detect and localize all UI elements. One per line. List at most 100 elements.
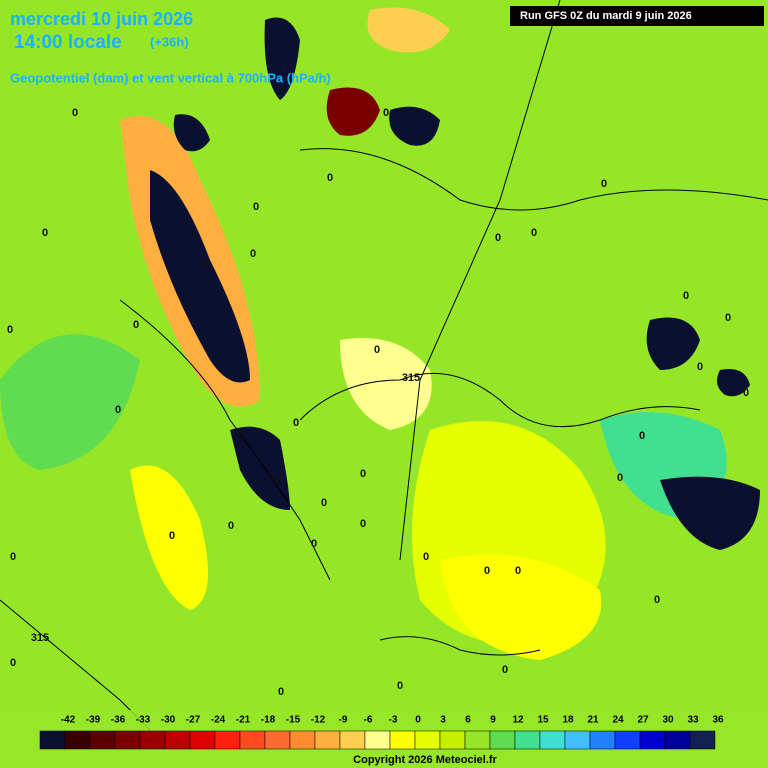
contour-label: 0	[115, 404, 121, 416]
contour-label: 0	[639, 430, 645, 442]
legend-label: -9	[339, 715, 348, 726]
legend-swatch	[589, 730, 616, 750]
contour-label: 0	[495, 232, 501, 244]
legend-swatch	[139, 730, 166, 750]
legend-swatch	[264, 730, 291, 750]
contour-label: 0	[360, 468, 366, 480]
legend-label: 15	[537, 715, 549, 726]
date: mercredi 10 juin 2026	[10, 9, 193, 29]
contour-label: 0	[617, 472, 623, 484]
contour-label: 0	[42, 227, 48, 239]
legend-swatch	[89, 730, 116, 750]
legend-label: -30	[161, 715, 176, 726]
contour-label: 315	[402, 372, 420, 384]
legend-label: 27	[637, 715, 649, 726]
contour-label: 0	[274, 475, 280, 487]
time: 14:00 locale	[14, 32, 122, 53]
legend-label: -27	[186, 715, 201, 726]
legend-swatch	[539, 730, 566, 750]
legend-label: -39	[86, 715, 101, 726]
contour-label: 0	[683, 492, 689, 504]
contour-label: 0	[502, 664, 508, 676]
contour-label: 0	[484, 565, 490, 577]
field-shading	[0, 7, 760, 660]
contour-label: 0	[423, 551, 429, 563]
contour-label: 0	[72, 107, 78, 119]
contour-label: 0	[704, 534, 710, 546]
legend-swatch	[564, 730, 591, 750]
legend-swatch	[439, 730, 466, 750]
legend-label: -33	[136, 715, 151, 726]
legend-swatch	[614, 730, 641, 750]
contour-label: 0	[515, 565, 521, 577]
contour-label: 0	[311, 538, 317, 550]
contour-label: 0	[321, 497, 327, 509]
contour-label: 0	[327, 172, 333, 184]
contour-label: 0	[383, 107, 389, 119]
legend-swatch	[189, 730, 216, 750]
legend-swatch	[364, 730, 391, 750]
contour-label: 0	[133, 319, 139, 331]
legend-swatch	[64, 730, 91, 750]
contour-label: 0	[250, 248, 256, 260]
legend-label: -24	[211, 715, 226, 726]
contour-label: 0	[228, 520, 234, 532]
legend-swatch	[639, 730, 666, 750]
contour-label: 0	[202, 257, 208, 269]
legend-label: 6	[465, 715, 471, 726]
contour-label: 0	[654, 594, 660, 606]
legend-label: 36	[712, 715, 724, 726]
lead-time: (+36h)	[150, 34, 189, 49]
legend-label: 24	[612, 715, 624, 726]
legend-label: -18	[261, 715, 276, 726]
legend-swatch	[114, 730, 141, 750]
contour-label: 0	[293, 417, 299, 429]
contour-label: 0	[278, 686, 284, 698]
legend-label: 9	[490, 715, 496, 726]
legend-label: -6	[364, 715, 373, 726]
legend-swatch	[414, 730, 441, 750]
legend-label: -12	[311, 715, 326, 726]
legend-swatch	[514, 730, 541, 750]
contour-label: 0	[10, 657, 16, 669]
legend-label: 30	[662, 715, 674, 726]
legend-label: 21	[587, 715, 599, 726]
contour-label: 0	[360, 518, 366, 530]
run-info: Run GFS 0Z du mardi 9 juin 2026	[520, 10, 692, 22]
legend-swatch	[389, 730, 416, 750]
copyright: Copyright 2026 Meteociel.fr	[353, 754, 497, 766]
legend-label: -15	[286, 715, 301, 726]
subtitle: Geopotentiel (dam) et vent vertical à 70…	[10, 70, 331, 85]
legend-label: -42	[61, 715, 76, 726]
contour-label: 0	[7, 324, 13, 336]
contour-label: 0	[397, 680, 403, 692]
legend-label: 0	[415, 715, 421, 726]
contour-label: 0	[169, 530, 175, 542]
legend-label: 18	[562, 715, 574, 726]
legend-swatch	[239, 730, 266, 750]
legend-swatch	[689, 730, 716, 750]
contour-label: 0	[253, 201, 259, 213]
run-box	[510, 6, 764, 26]
contour-label: 0	[683, 290, 689, 302]
contour-label: 0	[725, 312, 731, 324]
legend-swatch	[464, 730, 491, 750]
contour-label: 0	[601, 178, 607, 190]
legend-swatch	[339, 730, 366, 750]
contour-label: 315	[31, 632, 49, 644]
contour-label: 0	[697, 361, 703, 373]
legend-swatch	[314, 730, 341, 750]
legend-swatch	[214, 730, 241, 750]
contour-label: 0	[531, 227, 537, 239]
contour-label: 0	[743, 387, 749, 399]
contour-label: 0	[374, 344, 380, 356]
legend-swatch	[289, 730, 316, 750]
legend-label: -36	[111, 715, 126, 726]
legend-label: -21	[236, 715, 251, 726]
legend-swatch	[489, 730, 516, 750]
legend-label: 33	[687, 715, 699, 726]
legend-label: 12	[512, 715, 524, 726]
legend-label: 3	[440, 715, 446, 726]
legend-label: -3	[389, 715, 398, 726]
